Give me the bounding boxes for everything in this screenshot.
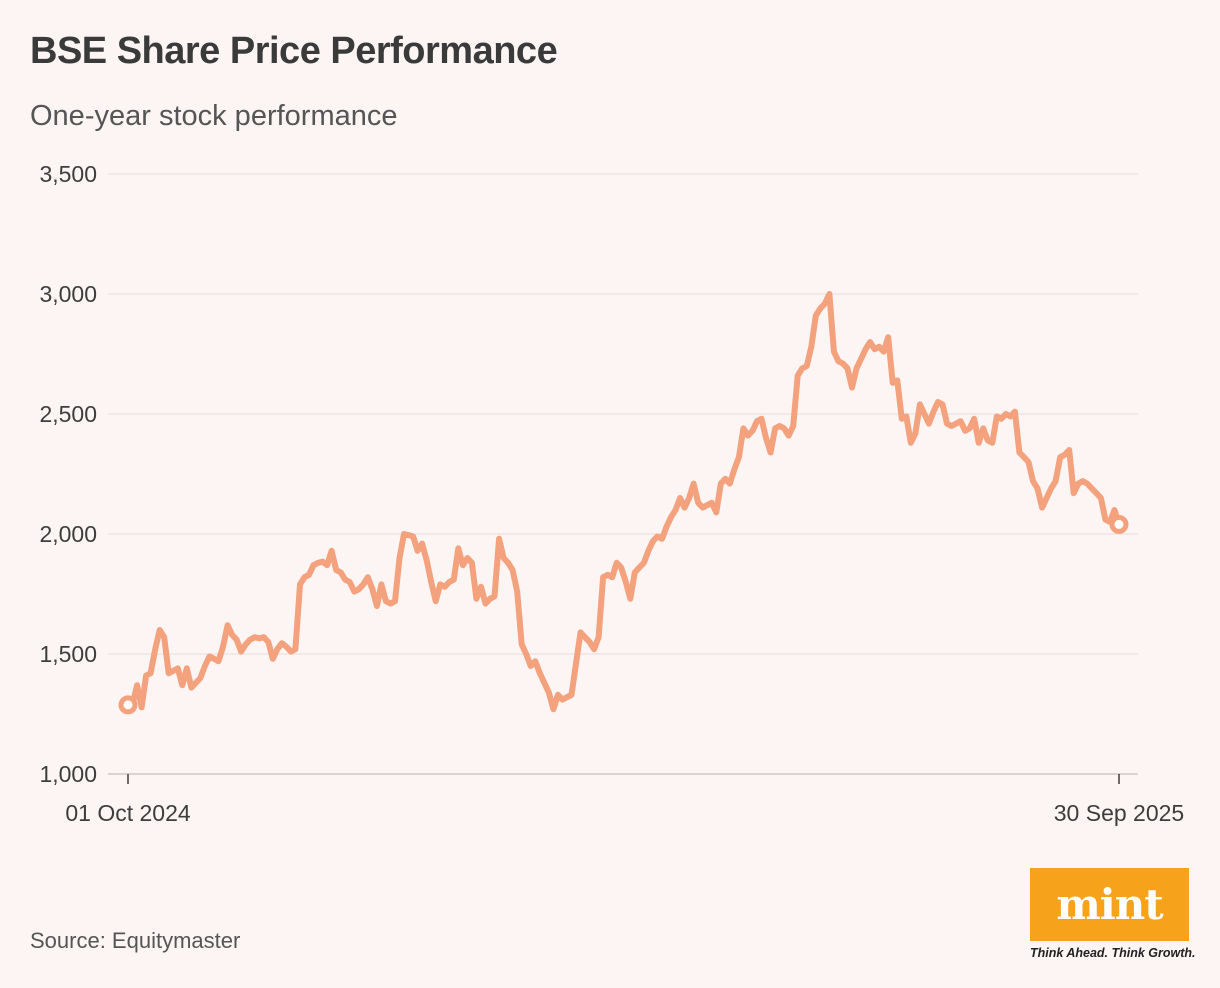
x-axis: 01 Oct 2024 30 Sep 2025 (65, 774, 1184, 826)
source-note: Source: Equitymaster (30, 928, 241, 953)
y-tick-label: 1,500 (39, 641, 97, 667)
gridlines (108, 173, 1138, 775)
logo-text: mint (1056, 880, 1163, 929)
chart-title: BSE Share Price Performance (30, 30, 558, 72)
price-line (125, 291, 1122, 713)
y-tick-label: 3,500 (39, 161, 97, 187)
y-axis-labels: 1,000 1,500 2,000 2,500 3,000 3,500 (39, 161, 97, 787)
mint-logo: mint (1030, 868, 1189, 941)
x-tick-label: 01 Oct 2024 (65, 800, 191, 826)
x-tick-label: 30 Sep 2025 (1054, 800, 1184, 826)
chart-subtitle: One-year stock performance (30, 100, 398, 132)
y-tick-label: 3,000 (39, 281, 97, 307)
series-group (118, 291, 1129, 715)
brand-tagline: Think Ahead. Think Growth. (1030, 946, 1196, 960)
y-tick-label: 1,000 (39, 761, 97, 787)
end-point-marker (1109, 514, 1129, 534)
y-tick-label: 2,000 (39, 521, 97, 547)
start-point-marker (118, 695, 138, 715)
y-tick-label: 2,500 (39, 401, 97, 427)
